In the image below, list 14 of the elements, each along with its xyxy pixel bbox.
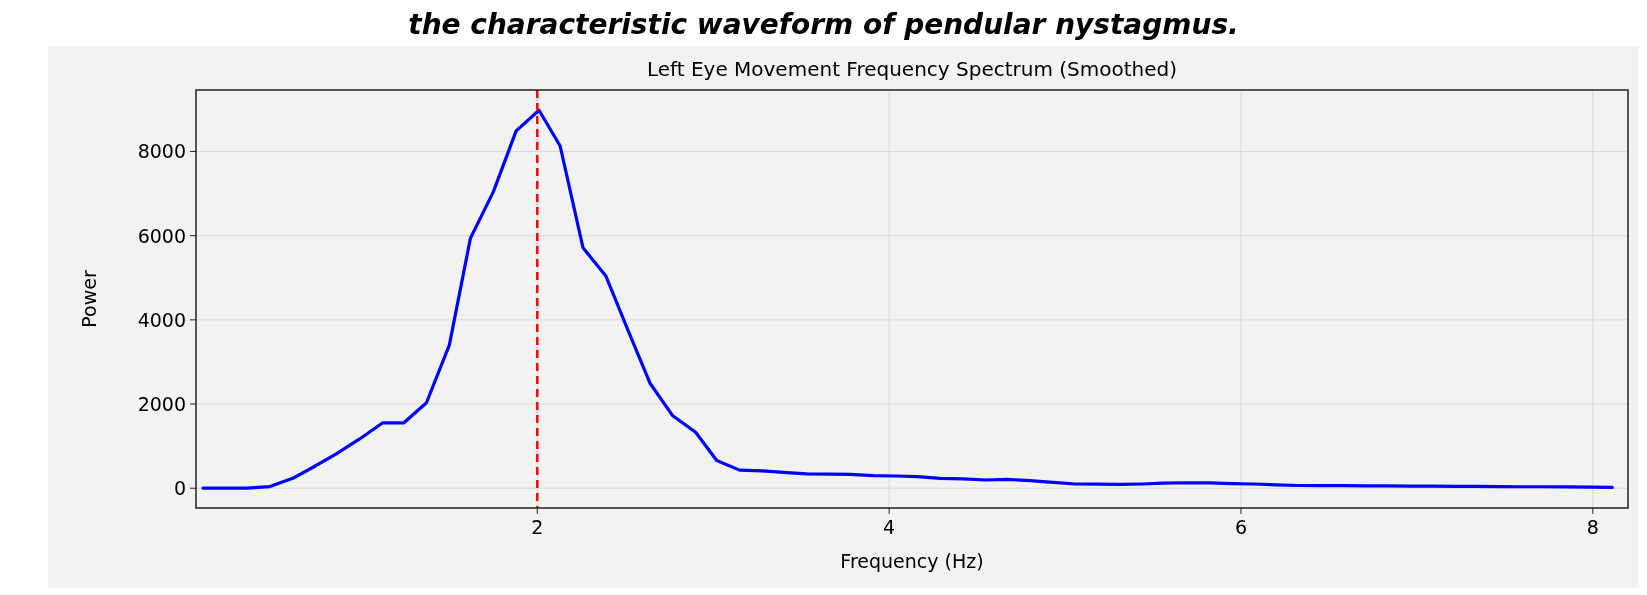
chart-title: Left Eye Movement Frequency Spectrum (Smoothed) — [646, 57, 1178, 81]
x-axis-title: Frequency (Hz) — [840, 550, 984, 572]
y-axis-title: Power — [78, 270, 100, 328]
x-tick-label: 6 — [1234, 516, 1248, 538]
x-tick-label: 2 — [531, 516, 544, 538]
line-series — [201, 108, 1614, 490]
y-tick-label: 0 — [173, 477, 186, 500]
y-tick-label: 4000 — [137, 308, 186, 331]
y-tick-label: 6000 — [137, 224, 186, 247]
text: the characteristic waveform of pendular nystagmus. — [408, 8, 1239, 41]
x-tick-label: 4 — [883, 516, 896, 538]
y-tick-label: 8000 — [137, 140, 186, 163]
x-tick-label: 8 — [1586, 516, 1599, 538]
y-tick-label: 2000 — [137, 393, 186, 416]
